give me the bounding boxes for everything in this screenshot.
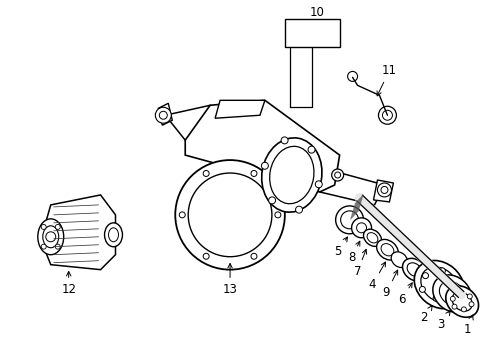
Circle shape: [382, 110, 392, 120]
Ellipse shape: [38, 219, 63, 255]
Circle shape: [175, 160, 285, 270]
Circle shape: [261, 162, 268, 169]
Ellipse shape: [390, 252, 407, 267]
Ellipse shape: [439, 281, 464, 306]
Ellipse shape: [269, 146, 313, 204]
Circle shape: [468, 302, 473, 307]
Circle shape: [46, 232, 56, 242]
Circle shape: [179, 212, 185, 218]
Circle shape: [347, 71, 357, 81]
Ellipse shape: [402, 258, 425, 281]
Circle shape: [351, 218, 371, 238]
Polygon shape: [373, 180, 393, 202]
Circle shape: [250, 171, 256, 176]
Circle shape: [356, 223, 366, 233]
Circle shape: [331, 169, 343, 181]
Ellipse shape: [108, 228, 118, 242]
Text: 11: 11: [376, 64, 396, 96]
Text: 3: 3: [437, 311, 449, 331]
Text: 8: 8: [347, 241, 359, 264]
Ellipse shape: [413, 261, 463, 309]
Circle shape: [295, 206, 302, 213]
Text: 6: 6: [397, 283, 411, 306]
Ellipse shape: [261, 138, 321, 212]
Circle shape: [340, 211, 358, 229]
Polygon shape: [165, 105, 229, 140]
Circle shape: [378, 106, 396, 124]
Text: 10: 10: [308, 6, 324, 19]
Ellipse shape: [380, 244, 393, 256]
Polygon shape: [185, 100, 339, 192]
Circle shape: [334, 172, 340, 178]
Ellipse shape: [445, 286, 478, 317]
Polygon shape: [319, 170, 384, 205]
Text: 7: 7: [353, 249, 366, 278]
Circle shape: [449, 296, 454, 301]
FancyBboxPatch shape: [285, 19, 339, 46]
Circle shape: [250, 253, 256, 259]
Circle shape: [315, 181, 322, 188]
Circle shape: [55, 244, 60, 249]
Circle shape: [449, 291, 455, 297]
Circle shape: [432, 295, 438, 301]
Circle shape: [380, 186, 387, 193]
Text: 13: 13: [222, 264, 237, 296]
Text: 12: 12: [61, 271, 76, 296]
Text: 2: 2: [420, 306, 431, 324]
Ellipse shape: [376, 239, 397, 260]
Circle shape: [439, 268, 445, 274]
Text: 1: 1: [463, 315, 472, 336]
Circle shape: [274, 212, 280, 218]
Text: 4: 4: [368, 262, 385, 291]
Ellipse shape: [363, 229, 381, 246]
Circle shape: [268, 197, 275, 204]
Circle shape: [188, 173, 271, 257]
Ellipse shape: [432, 275, 470, 312]
Text: 9: 9: [382, 270, 397, 299]
Text: 5: 5: [333, 237, 347, 258]
Ellipse shape: [104, 223, 122, 247]
Ellipse shape: [420, 267, 457, 302]
Circle shape: [422, 273, 427, 279]
Polygon shape: [41, 195, 115, 270]
Circle shape: [461, 307, 466, 312]
Circle shape: [377, 183, 390, 197]
Polygon shape: [215, 100, 264, 118]
Circle shape: [467, 294, 471, 299]
Circle shape: [159, 111, 167, 119]
Polygon shape: [158, 103, 172, 125]
Circle shape: [155, 107, 171, 123]
Ellipse shape: [366, 233, 377, 243]
Circle shape: [457, 291, 462, 296]
Circle shape: [41, 244, 46, 249]
Circle shape: [451, 304, 456, 309]
Circle shape: [203, 171, 209, 176]
Circle shape: [203, 253, 209, 259]
Circle shape: [41, 224, 46, 229]
Circle shape: [281, 137, 287, 144]
Circle shape: [55, 224, 60, 229]
Circle shape: [307, 146, 314, 153]
Circle shape: [419, 286, 425, 292]
Ellipse shape: [407, 263, 421, 276]
Circle shape: [335, 206, 363, 234]
Circle shape: [452, 277, 458, 283]
Ellipse shape: [42, 226, 59, 248]
Ellipse shape: [451, 292, 471, 311]
